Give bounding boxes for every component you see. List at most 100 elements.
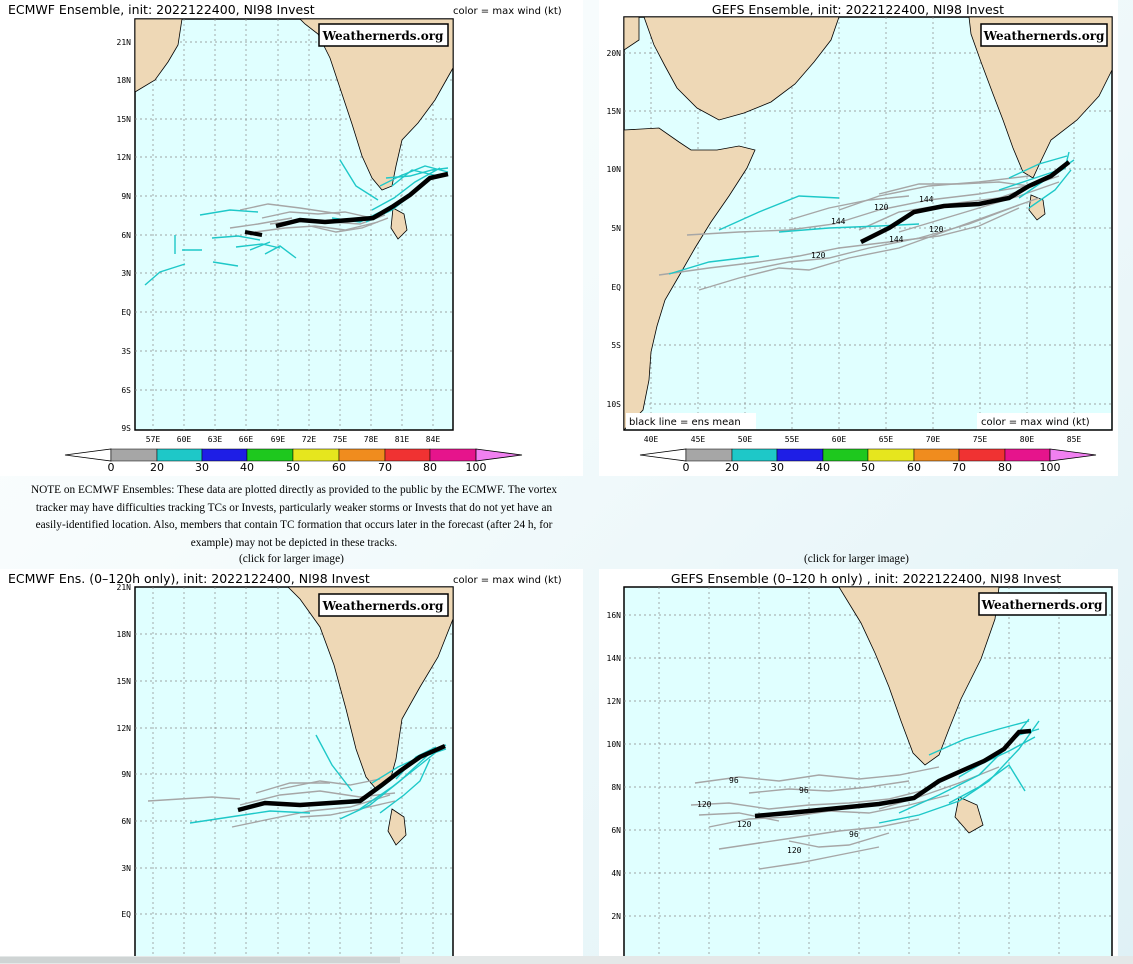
map-content: 144 120 144 120 144 120 [624,17,1112,430]
wind-colorbar: 0 20 30 40 50 60 70 80 100 [639,448,1097,474]
ecmwf-120h-map[interactable]: ECMWF Ens. (0–120h only), init: 20221224… [0,569,583,964]
hour-label: 120 [929,225,944,234]
ens-mean-track [237,743,446,813]
panel-title: ECMWF Ens. (0–120h only), init: 20221224… [8,571,370,586]
lat-label: 6N [121,817,131,826]
lat-label: 6S [121,386,131,395]
colorbar-label: 100 [1040,461,1061,474]
badge-text: Weathernerds.org [322,29,444,43]
lon-label: 78E [364,435,379,444]
lat-label: 3N [121,864,131,873]
map-content [135,587,453,964]
lat-label: 2N [611,912,621,921]
lon-label: 63E [208,435,223,444]
lon-label: 40E [644,435,659,444]
gefs-ensemble-map[interactable]: GEFS Ensemble, init: 2022122400, NI98 In… [599,0,1118,476]
weathernerds-badge [318,593,449,617]
colorbar-label: 30 [195,461,209,474]
hour-label: 144 [919,195,934,204]
hour-labels: 96 120 96 120 120 96 [697,776,859,855]
lat-label: 18N [117,630,132,639]
hour-label: 120 [787,846,802,855]
africa-landmass [624,127,756,430]
sri-lanka-landmass [387,808,407,846]
lon-label: 55E [785,435,800,444]
arabia-landmass [135,19,183,93]
lon-label: 60E [177,435,192,444]
wind-legend-label: color = max wind (kt) [981,417,1090,428]
lon-label: 45E [691,435,706,444]
hour-label: 144 [831,217,846,226]
lat-label: 10N [607,740,622,749]
ecmwf-ensemble-panel[interactable]: ECMWF Ensemble, init: 2022122400, NI98 I… [0,0,583,476]
badge-text: Weathernerds.org [981,598,1103,612]
lat-label: 8N [611,783,621,792]
hour-label: 96 [799,786,809,795]
click-larger-link-right[interactable]: (click for larger image) [804,553,909,565]
lat-label: 21N [117,583,132,592]
colorbar-label: 50 [861,461,875,474]
arabia-landmass [643,17,840,121]
cyan-ensemble-tracks [878,718,1040,824]
lat-label: 20N [607,49,622,58]
hour-label: 96 [849,830,859,839]
colorbar-label: 0 [683,461,690,474]
lat-label: 6N [121,231,131,240]
ens-mean-track [275,171,449,229]
lon-label: 65E [879,435,894,444]
gefs-120h-panel[interactable]: GEFS Ensemble (0–120 h only) , init: 202… [599,569,1118,964]
colorbar-label: 60 [332,461,346,474]
cyan-ensemble-tracks [668,151,1075,275]
ens-mean-track [859,160,1071,245]
lat-label: 12N [117,724,132,733]
wind-legend-label: color = max wind (kt) [453,6,562,17]
lon-label: 72E [302,435,317,444]
lon-label: 75E [973,435,988,444]
lat-label: 18N [117,76,132,85]
badge-text: Weathernerds.org [983,29,1105,43]
wind-legend-box [977,413,1111,429]
horizontal-scrollbar[interactable] [0,956,1133,964]
mean-legend-label: black line = ens mean [629,417,741,428]
gray-ensemble-tracks [658,175,1060,291]
lat-label: 9S [121,424,131,433]
colorbar-label: 70 [378,461,392,474]
ecmwf-ensemble-map[interactable]: ECMWF Ensemble, init: 2022122400, NI98 I… [0,0,583,476]
lon-label: 66E [239,435,254,444]
lat-label: 4N [611,869,621,878]
lat-label: 15N [607,107,622,116]
lon-label: 50E [738,435,753,444]
colorbar-label: 40 [816,461,830,474]
weathernerds-badge [978,592,1107,616]
hour-label: 120 [811,251,826,260]
hour-label: 120 [874,203,889,212]
lat-labels: 21N 18N 15N 12N 9N 6N 3N EQ [117,583,132,919]
lat-label: 12N [607,697,622,706]
sri-lanka-landmass [954,796,984,834]
colorbar-label: 80 [423,461,437,474]
hour-labels: 144 120 144 120 144 120 [811,195,944,260]
sri-lanka-landmass [390,207,408,240]
lon-labels: 57E 60E 63E 66E 69E 72E 75E 78E 81E 84E [146,435,441,444]
map-content [135,19,453,430]
colorbar-label: 20 [150,461,164,474]
hour-label: 120 [737,820,752,829]
lat-label: EQ [611,283,621,292]
lat-labels: 20N 15N 10N 5N EQ 5S 10S [607,49,622,409]
lon-label: 85E [1067,435,1082,444]
lat-label: 16N [607,611,622,620]
click-larger-link-left[interactable]: (click for larger image) [239,553,344,565]
ecmwf-note: NOTE on ECMWF Ensembles: These data are … [30,484,558,549]
lat-label: 14N [607,654,622,663]
ecmwf-120h-panel[interactable]: ECMWF Ens. (0–120h only), init: 20221224… [0,569,583,964]
gefs-120h-map[interactable]: GEFS Ensemble (0–120 h only) , init: 202… [599,569,1118,964]
gefs-ensemble-panel[interactable]: GEFS Ensemble, init: 2022122400, NI98 In… [599,0,1118,476]
lat-label: 3S [121,347,131,356]
colorbar-label: 50 [286,461,300,474]
colorbar-label: 80 [998,461,1012,474]
hour-label: 96 [729,776,739,785]
scrollbar-thumb[interactable] [0,957,400,963]
panel-title: GEFS Ensemble (0–120 h only) , init: 202… [671,571,1061,586]
ens-mean-track-start [244,230,263,237]
lon-label: 80E [1020,435,1035,444]
